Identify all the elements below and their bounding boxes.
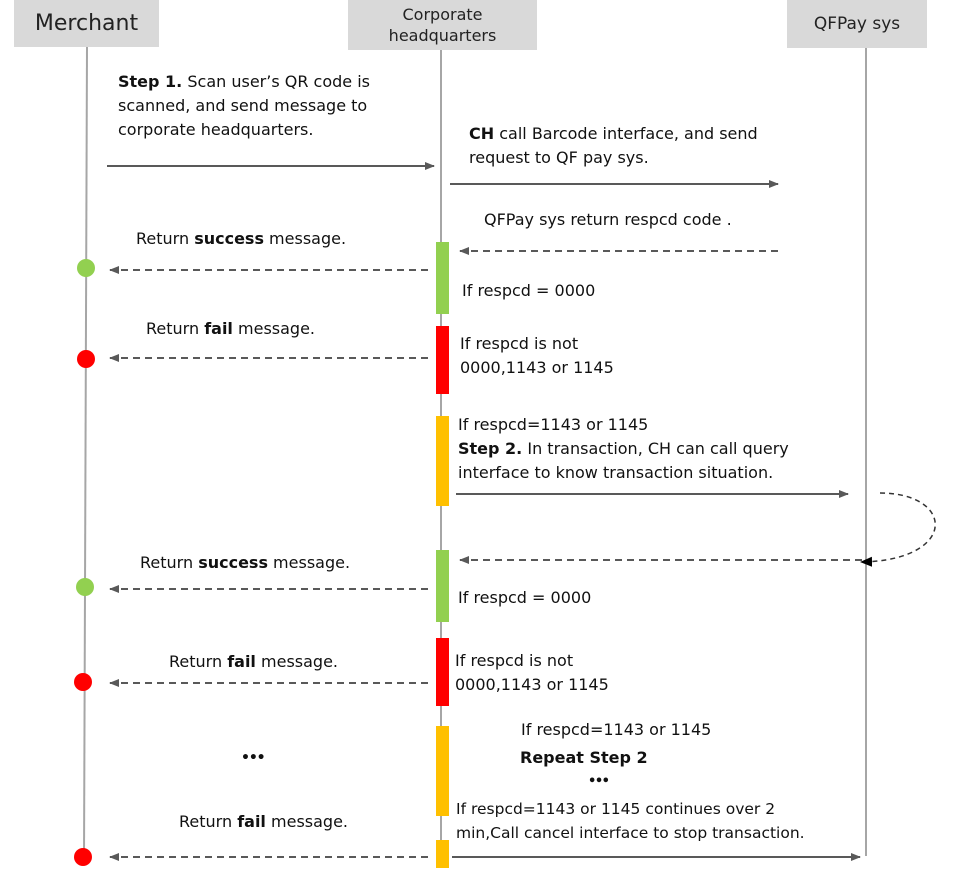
ret2-a: Return bbox=[146, 319, 205, 338]
step1-line3: corporate headquarters. bbox=[118, 120, 314, 139]
ret3-a: Return bbox=[140, 553, 199, 572]
step2-text: If respcd=1143 or 1145 Step 2. In transa… bbox=[458, 413, 789, 485]
lane-merchant: Merchant bbox=[14, 0, 159, 47]
success-bar-2 bbox=[436, 550, 449, 622]
return-fail-text-3: Return fail message. bbox=[179, 810, 348, 834]
return-success-text-2: Return success message. bbox=[140, 551, 350, 575]
return-success-text-1: Return success message. bbox=[136, 227, 346, 251]
step2-bold: Step 2. bbox=[458, 439, 523, 458]
lane-merchant-label: Merchant bbox=[34, 11, 139, 36]
step1-line2: scanned, and send message to bbox=[118, 96, 368, 115]
step1-line1: Scan user’s QR code is bbox=[187, 72, 370, 91]
return-fail-text-1: Return fail message. bbox=[146, 317, 315, 341]
cond-0000-text-2: If respcd = 0000 bbox=[458, 588, 592, 607]
ret5-b: fail bbox=[237, 812, 266, 831]
lane-ch-label-line2: headquarters bbox=[388, 26, 497, 45]
cond-1143-text-2: If respcd=1143 or 1145 bbox=[521, 720, 712, 739]
step2-line2: interface to know transaction situation. bbox=[458, 463, 774, 482]
cond-not-1a: If respcd is not bbox=[460, 334, 579, 353]
success-dot-1 bbox=[77, 259, 95, 277]
fail-dot-2 bbox=[74, 673, 92, 691]
step1-bold: Step 1. bbox=[118, 72, 183, 91]
fail-bar-2 bbox=[436, 638, 449, 706]
ret5-c: message. bbox=[265, 812, 348, 831]
ret1-a: Return bbox=[136, 229, 195, 248]
cond-not-1b: 0000,1143 or 1145 bbox=[460, 358, 614, 377]
cond-not-2a: If respcd is not bbox=[455, 651, 574, 670]
cond-not-2b: 0000,1143 or 1145 bbox=[455, 675, 609, 694]
success-dot-2 bbox=[76, 578, 94, 596]
ellipsis-center: • • • bbox=[588, 774, 610, 789]
lane-ch-label-line1: Corporate bbox=[402, 5, 483, 24]
ret4-a: Return bbox=[169, 652, 228, 671]
ch-line1: call Barcode interface, and send bbox=[499, 124, 758, 143]
cond-0000-text-1: If respcd = 0000 bbox=[462, 281, 596, 300]
qfpay-self-loop bbox=[860, 492, 936, 567]
merchant-lifeline bbox=[83, 46, 88, 861]
pending-bar-1 bbox=[436, 416, 449, 506]
ellipsis-left: • • • bbox=[241, 750, 266, 766]
lane-qfpay: QFPay sys bbox=[787, 0, 927, 48]
cond-1143-1: If respcd=1143 or 1145 bbox=[458, 415, 649, 434]
fail-dot-1 bbox=[77, 350, 95, 368]
cancel-line2: min,Call cancel interface to stop transa… bbox=[456, 824, 805, 842]
step2-line1: In transaction, CH can call query bbox=[527, 439, 789, 458]
ch-bold: CH bbox=[469, 124, 495, 143]
lane-qfpay-label: QFPay sys bbox=[813, 13, 901, 34]
fail-bar-1 bbox=[436, 326, 449, 394]
cancel-line1: If respcd=1143 or 1145 continues over 2 bbox=[456, 800, 776, 818]
lane-corporate-headquarters: Corporate headquarters bbox=[348, 0, 537, 50]
repeat-step2-text: Repeat Step 2 bbox=[520, 748, 648, 767]
ret1-c: message. bbox=[263, 229, 347, 248]
ret5-a: Return bbox=[179, 812, 238, 831]
ret4-c: message. bbox=[255, 652, 338, 671]
ch-barcode-text: CH call Barcode interface, and send requ… bbox=[469, 122, 758, 170]
qf-return-text: QFPay sys return respcd code . bbox=[484, 210, 732, 229]
cond-not-text-2: If respcd is not 0000,1143 or 1145 bbox=[455, 649, 609, 697]
ret3-b: success bbox=[198, 553, 268, 572]
ret4-b: fail bbox=[227, 652, 256, 671]
cond-not-text-1: If respcd is not 0000,1143 or 1145 bbox=[460, 332, 614, 380]
pending-bar-2 bbox=[436, 726, 449, 816]
cancel-text: If respcd=1143 or 1145 continues over 2 … bbox=[456, 797, 805, 845]
ret3-c: message. bbox=[267, 553, 351, 572]
ch-line2: request to QF pay sys. bbox=[469, 148, 649, 167]
success-bar-1 bbox=[436, 242, 449, 314]
fail-dot-3 bbox=[74, 848, 92, 866]
pending-bar-3 bbox=[436, 840, 449, 868]
ret2-c: message. bbox=[232, 319, 315, 338]
ret2-b: fail bbox=[204, 319, 233, 338]
step1-text: Step 1. Scan user’s QR code is scanned, … bbox=[118, 70, 370, 142]
ret1-b: success bbox=[194, 229, 264, 248]
return-fail-text-2: Return fail message. bbox=[169, 650, 338, 674]
